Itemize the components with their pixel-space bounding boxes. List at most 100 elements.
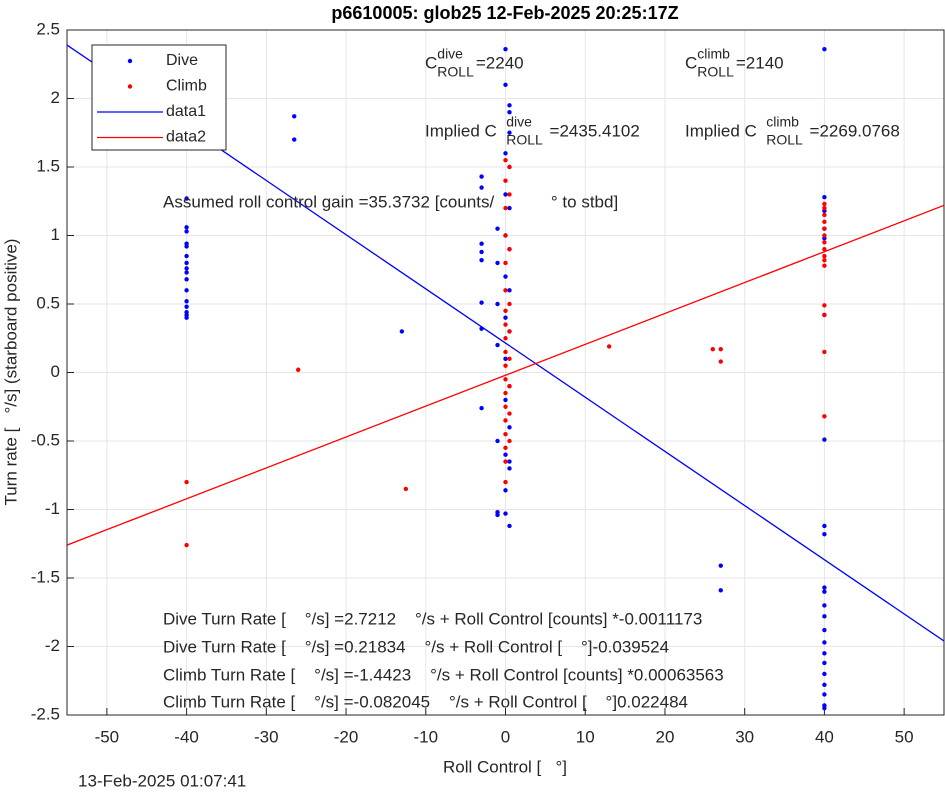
data-point [503, 418, 508, 423]
data-point [503, 274, 508, 279]
annotation: ROLL [506, 132, 543, 148]
data-point [503, 452, 508, 457]
annotation: Assumed roll control gain =35.3732 [coun… [163, 192, 618, 211]
x-tick-label: -20 [334, 727, 359, 746]
chart-title: p6610005: glob25 12-Feb-2025 20:25:17Z [331, 3, 678, 23]
y-tick-label: -0.5 [31, 430, 60, 449]
annotation: dive [506, 114, 532, 130]
x-tick-label: 40 [815, 727, 834, 746]
data-point [184, 299, 189, 304]
data-point [503, 488, 508, 493]
data-point [822, 226, 827, 231]
data-point [710, 347, 715, 352]
data-point [503, 308, 508, 314]
data-point [822, 233, 827, 238]
data-point [503, 404, 508, 409]
data-point [184, 260, 189, 266]
data-point [184, 542, 189, 548]
data-point [822, 531, 827, 537]
data-point [822, 263, 827, 268]
data-point [479, 185, 484, 190]
y-tick-label: -2.5 [31, 704, 60, 723]
data-point [479, 241, 484, 246]
data-point [184, 304, 189, 309]
data-point [822, 692, 827, 697]
y-axis-label: Turn rate [ °/s] (starboard positive) [1, 239, 20, 506]
data-point [184, 479, 189, 485]
legend-label: data1 [166, 103, 206, 120]
annotation: ROLL [437, 64, 474, 80]
data-point [184, 253, 189, 259]
x-tick-label: 20 [655, 727, 674, 746]
data-point [503, 336, 508, 341]
legend: Dive Climb data1 data2 [91, 44, 227, 151]
data-point [296, 367, 301, 372]
legend-label: Climb [166, 78, 207, 95]
data-point [503, 322, 508, 327]
data-point [503, 349, 508, 355]
annotation: Dive Turn Rate [ °/s] =2.7212 °/s + Roll… [163, 609, 702, 628]
data-point [403, 486, 409, 492]
data-point [507, 329, 512, 334]
data-point [495, 260, 500, 266]
annotation: C [685, 53, 697, 72]
data-point [503, 315, 508, 320]
annotation: =2140 [736, 53, 784, 72]
x-tick-label: -50 [95, 727, 120, 746]
x-tick-label: -10 [413, 727, 438, 746]
data-point [184, 244, 189, 249]
legend-label: data2 [166, 129, 206, 146]
y-tick-label: -2 [45, 636, 60, 655]
x-tick-label: 10 [576, 727, 595, 746]
annotation: Climb Turn Rate [ °/s] =-0.082045 °/s + … [163, 692, 688, 711]
data-point [822, 247, 827, 252]
data-point [507, 459, 512, 464]
annotation: ROLL [766, 132, 803, 148]
data-point [479, 405, 484, 411]
data-point [822, 349, 827, 355]
data-point [507, 384, 512, 389]
data-point [503, 260, 508, 266]
x-tick-label: 0 [501, 727, 510, 746]
data-point [718, 347, 723, 352]
data-point [718, 359, 723, 364]
data-point [822, 212, 827, 218]
data-point [822, 603, 827, 608]
data-point [822, 257, 827, 263]
data-point [822, 303, 827, 308]
data-point [507, 110, 512, 115]
legend-marker [127, 84, 133, 89]
data-point [503, 151, 508, 156]
data-point [503, 82, 508, 88]
data-point [503, 445, 508, 451]
data-point [822, 682, 827, 688]
data-point [184, 270, 189, 275]
data-point [495, 512, 500, 518]
data-point [503, 377, 508, 382]
data-point [507, 411, 512, 416]
data-point [822, 312, 827, 318]
data-point [495, 342, 500, 348]
data-point [507, 523, 512, 529]
data-point [822, 219, 827, 224]
data-point [479, 249, 484, 255]
data-point [822, 414, 827, 419]
data-point [822, 585, 827, 590]
x-tick-label: 30 [735, 727, 754, 746]
data-point [507, 164, 512, 170]
y-tick-label: 1.5 [36, 156, 60, 175]
data-point [292, 114, 297, 119]
data-point [718, 588, 723, 593]
data-point [495, 301, 500, 307]
y-tick-label: 0.5 [36, 293, 60, 312]
x-tick-label: -30 [254, 727, 279, 746]
legend-marker [127, 58, 133, 64]
data-point [822, 253, 827, 259]
data-point [822, 201, 827, 207]
x-tick-label: 50 [895, 727, 914, 746]
data-point [507, 438, 512, 444]
data-point [503, 46, 508, 52]
data-point [503, 390, 508, 396]
data-point [503, 431, 508, 437]
